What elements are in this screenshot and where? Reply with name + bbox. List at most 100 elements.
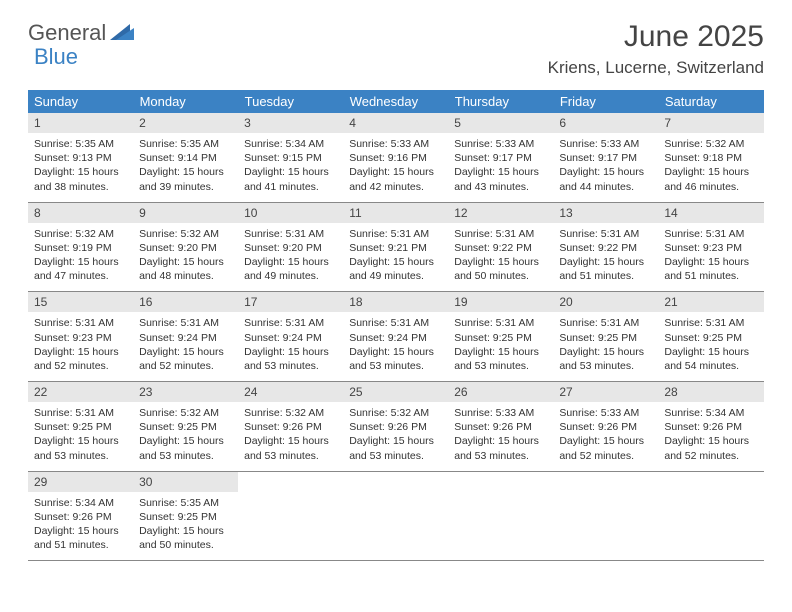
weekday-header: Saturday [658,90,763,113]
title-block: June 2025 Kriens, Lucerne, Switzerland [548,20,764,78]
calendar-row: 15Sunrise: 5:31 AMSunset: 9:23 PMDayligh… [28,292,764,382]
calendar-cell: 20Sunrise: 5:31 AMSunset: 9:25 PMDayligh… [553,292,658,382]
sunrise-text: Sunrise: 5:31 AM [454,227,547,241]
sunrise-text: Sunrise: 5:31 AM [244,227,337,241]
sunset-text: Sunset: 9:23 PM [34,331,127,345]
day-body: Sunrise: 5:33 AMSunset: 9:26 PMDaylight:… [553,402,658,471]
sunset-text: Sunset: 9:25 PM [139,420,232,434]
sunset-text: Sunset: 9:25 PM [454,331,547,345]
daylight-text: Daylight: 15 hours and 53 minutes. [244,434,337,462]
calendar-table: Sunday Monday Tuesday Wednesday Thursday… [28,90,764,561]
day-number: 28 [658,382,763,402]
day-number: 13 [553,203,658,223]
daylight-text: Daylight: 15 hours and 39 minutes. [139,165,232,193]
day-number: 11 [343,203,448,223]
sunrise-text: Sunrise: 5:32 AM [664,137,757,151]
day-body: Sunrise: 5:35 AMSunset: 9:14 PMDaylight:… [133,133,238,202]
calendar-cell-empty: .. [448,471,553,561]
sunrise-text: Sunrise: 5:34 AM [664,406,757,420]
sunrise-text: Sunrise: 5:33 AM [559,406,652,420]
sunset-text: Sunset: 9:15 PM [244,151,337,165]
day-body: Sunrise: 5:31 AMSunset: 9:24 PMDaylight:… [238,312,343,381]
day-number: 2 [133,113,238,133]
calendar-cell: 11Sunrise: 5:31 AMSunset: 9:21 PMDayligh… [343,202,448,292]
day-number: 29 [28,472,133,492]
day-number: 26 [448,382,553,402]
calendar-cell: 15Sunrise: 5:31 AMSunset: 9:23 PMDayligh… [28,292,133,382]
day-number: 9 [133,203,238,223]
daylight-text: Daylight: 15 hours and 47 minutes. [34,255,127,283]
daylight-text: Daylight: 15 hours and 49 minutes. [244,255,337,283]
sunrise-text: Sunrise: 5:35 AM [139,496,232,510]
daylight-text: Daylight: 15 hours and 50 minutes. [139,524,232,552]
calendar-cell: 25Sunrise: 5:32 AMSunset: 9:26 PMDayligh… [343,382,448,472]
calendar-row: 8Sunrise: 5:32 AMSunset: 9:19 PMDaylight… [28,202,764,292]
daylight-text: Daylight: 15 hours and 48 minutes. [139,255,232,283]
day-body: Sunrise: 5:33 AMSunset: 9:17 PMDaylight:… [553,133,658,202]
day-body: Sunrise: 5:31 AMSunset: 9:22 PMDaylight:… [553,223,658,292]
sunrise-text: Sunrise: 5:33 AM [349,137,442,151]
day-number: 20 [553,292,658,312]
calendar-cell: 2Sunrise: 5:35 AMSunset: 9:14 PMDaylight… [133,113,238,202]
day-body: Sunrise: 5:31 AMSunset: 9:25 PMDaylight:… [448,312,553,381]
daylight-text: Daylight: 15 hours and 53 minutes. [454,434,547,462]
sunrise-text: Sunrise: 5:32 AM [139,406,232,420]
weekday-header-row: Sunday Monday Tuesday Wednesday Thursday… [28,90,764,113]
calendar-cell: 17Sunrise: 5:31 AMSunset: 9:24 PMDayligh… [238,292,343,382]
sunrise-text: Sunrise: 5:34 AM [34,496,127,510]
day-number: 15 [28,292,133,312]
calendar-cell: 1Sunrise: 5:35 AMSunset: 9:13 PMDaylight… [28,113,133,202]
day-number: 7 [658,113,763,133]
sunrise-text: Sunrise: 5:32 AM [244,406,337,420]
day-body: Sunrise: 5:31 AMSunset: 9:20 PMDaylight:… [238,223,343,292]
daylight-text: Daylight: 15 hours and 53 minutes. [139,434,232,462]
sunset-text: Sunset: 9:24 PM [139,331,232,345]
day-number: 17 [238,292,343,312]
daylight-text: Daylight: 15 hours and 52 minutes. [34,345,127,373]
logo-word2: Blue [34,44,78,70]
sunset-text: Sunset: 9:25 PM [139,510,232,524]
day-body: Sunrise: 5:31 AMSunset: 9:22 PMDaylight:… [448,223,553,292]
sunset-text: Sunset: 9:25 PM [664,331,757,345]
day-number: 24 [238,382,343,402]
calendar-cell: 18Sunrise: 5:31 AMSunset: 9:24 PMDayligh… [343,292,448,382]
weekday-header: Thursday [448,90,553,113]
day-number: 12 [448,203,553,223]
day-number: 3 [238,113,343,133]
day-body: Sunrise: 5:31 AMSunset: 9:25 PMDaylight:… [28,402,133,471]
daylight-text: Daylight: 15 hours and 53 minutes. [454,345,547,373]
daylight-text: Daylight: 15 hours and 53 minutes. [559,345,652,373]
logo-triangle-icon [110,20,134,46]
weekday-header: Wednesday [343,90,448,113]
day-body: Sunrise: 5:34 AMSunset: 9:15 PMDaylight:… [238,133,343,202]
day-number: 10 [238,203,343,223]
day-number: 8 [28,203,133,223]
location: Kriens, Lucerne, Switzerland [548,58,764,78]
day-number: 1 [28,113,133,133]
daylight-text: Daylight: 15 hours and 38 minutes. [34,165,127,193]
sunrise-text: Sunrise: 5:31 AM [559,316,652,330]
day-body: Sunrise: 5:33 AMSunset: 9:16 PMDaylight:… [343,133,448,202]
calendar-cell-empty: .. [238,471,343,561]
sunset-text: Sunset: 9:24 PM [349,331,442,345]
day-body: Sunrise: 5:31 AMSunset: 9:24 PMDaylight:… [133,312,238,381]
calendar-cell-empty: .. [658,471,763,561]
day-number: 16 [133,292,238,312]
calendar-cell: 19Sunrise: 5:31 AMSunset: 9:25 PMDayligh… [448,292,553,382]
calendar-cell: 29Sunrise: 5:34 AMSunset: 9:26 PMDayligh… [28,471,133,561]
daylight-text: Daylight: 15 hours and 52 minutes. [664,434,757,462]
calendar-cell-empty: .. [553,471,658,561]
sunset-text: Sunset: 9:20 PM [244,241,337,255]
day-body: Sunrise: 5:35 AMSunset: 9:13 PMDaylight:… [28,133,133,202]
sunset-text: Sunset: 9:26 PM [34,510,127,524]
sunrise-text: Sunrise: 5:31 AM [349,227,442,241]
sunset-text: Sunset: 9:26 PM [244,420,337,434]
sunset-text: Sunset: 9:14 PM [139,151,232,165]
logo: General [28,20,134,46]
sunset-text: Sunset: 9:18 PM [664,151,757,165]
day-body: Sunrise: 5:33 AMSunset: 9:26 PMDaylight:… [448,402,553,471]
day-body: Sunrise: 5:32 AMSunset: 9:18 PMDaylight:… [658,133,763,202]
sunset-text: Sunset: 9:23 PM [664,241,757,255]
daylight-text: Daylight: 15 hours and 43 minutes. [454,165,547,193]
calendar-cell: 4Sunrise: 5:33 AMSunset: 9:16 PMDaylight… [343,113,448,202]
